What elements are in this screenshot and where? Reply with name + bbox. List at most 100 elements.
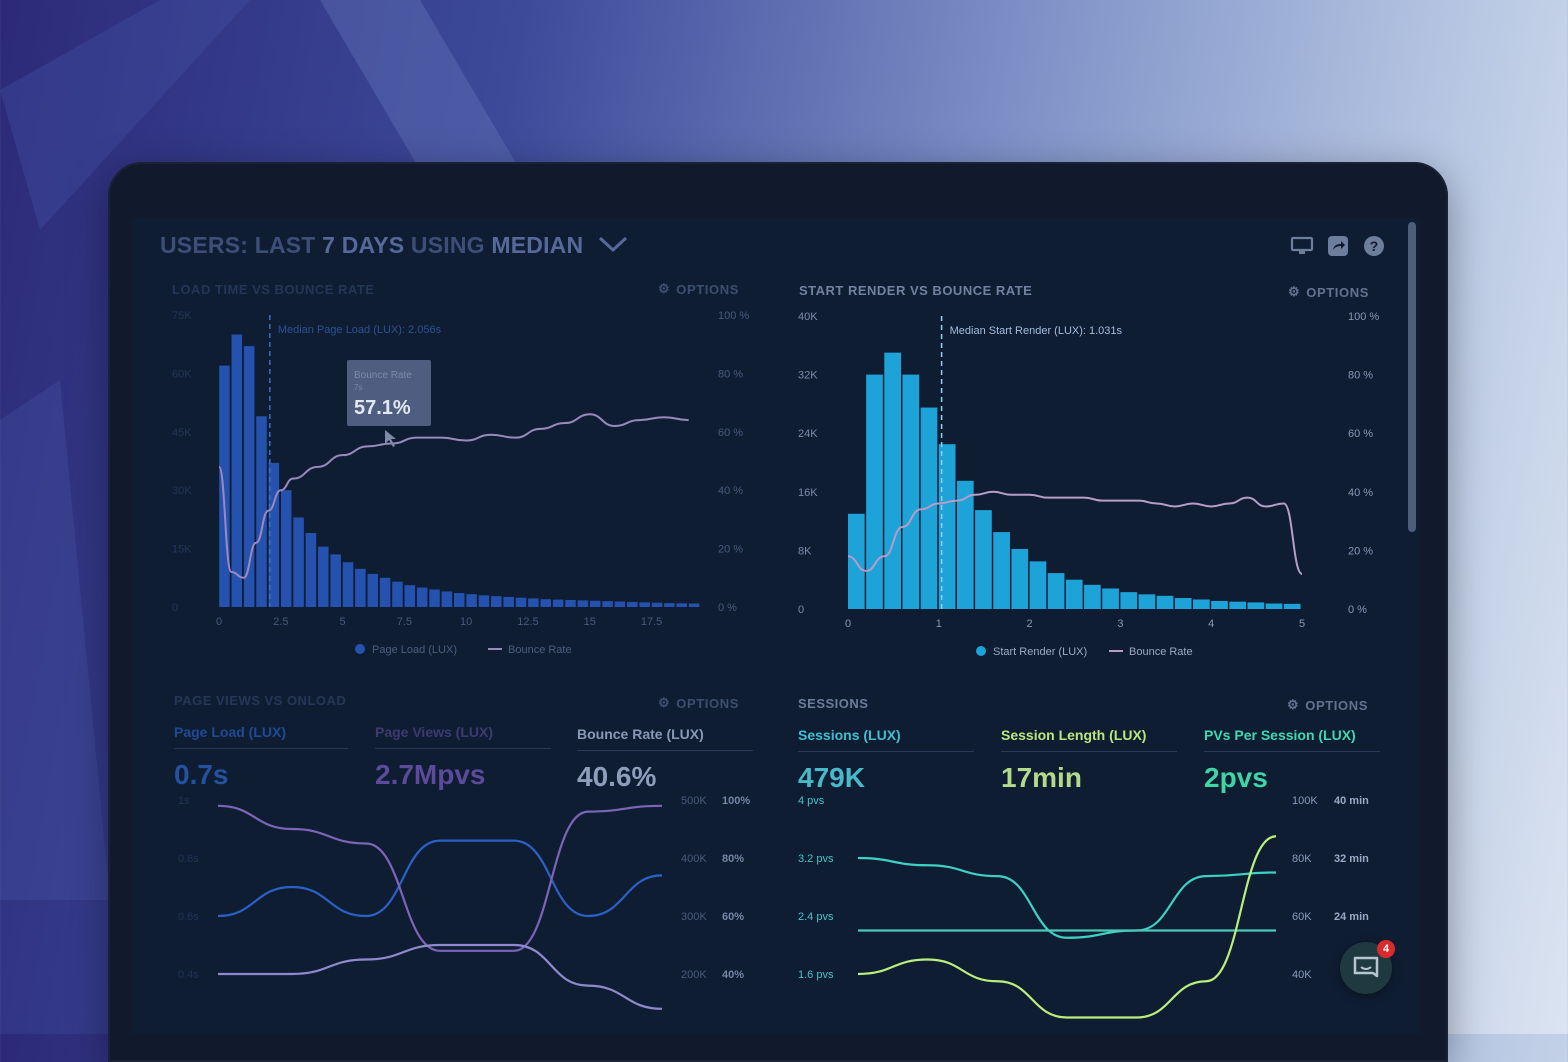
y2-axis-tick-label: 40K (1292, 969, 1312, 981)
bar (318, 546, 329, 607)
bar (676, 603, 687, 607)
y2-axis-tick-label: 400K (681, 853, 707, 865)
y2-axis-tick-label: 500K (681, 795, 707, 807)
help-icon[interactable]: ? (1362, 234, 1386, 258)
metric-sessions[interactable]: Sessions (LUX) 479K (798, 727, 974, 794)
y-axis-tick-label: 3.2 pvs (798, 853, 834, 865)
y-axis-tick-label: 4 pvs (798, 795, 825, 807)
bar (454, 592, 465, 607)
bar (478, 595, 490, 607)
series-line (857, 835, 1277, 1019)
series-line (857, 856, 1277, 939)
metric-session-length[interactable]: Session Length (LUX) 17min (1001, 727, 1177, 794)
options-button-page-views[interactable]: ⚙ OPTIONS (658, 695, 739, 711)
tooltip-value: 57.1% (354, 397, 411, 419)
median-label: Median Page Load (LUX): 2.056s (278, 324, 442, 336)
bar (466, 594, 477, 607)
metric-bounce-rate[interactable]: Bounce Rate (LUX) 40.6% (577, 726, 753, 793)
bar (1229, 601, 1247, 609)
y-axis-tick-label: 75K (172, 310, 192, 322)
bar (429, 589, 440, 607)
x-axis-tick-label: 3 (1117, 618, 1123, 630)
y3-axis-tick-label: 100% (722, 795, 750, 807)
y-axis-tick-label: 2.4 pvs (798, 911, 834, 923)
metric-label: Page Views (LUX) (375, 724, 551, 749)
bar (1138, 594, 1156, 609)
y2-axis-tick-label: 60 % (718, 427, 743, 439)
options-button-sessions[interactable]: ⚙ OPTIONS (1287, 697, 1368, 713)
x-axis-tick-label: 4 (1208, 618, 1214, 630)
x-axis-tick-label: 17.5 (641, 616, 662, 628)
bar (491, 596, 502, 607)
x-axis-tick-label: 2.5 (273, 616, 288, 628)
y2-axis-tick-label: 80 % (718, 368, 743, 380)
bounce-rate-line (218, 413, 689, 579)
bar (651, 602, 663, 607)
y3-axis-tick-label: 60% (722, 911, 744, 923)
options-button-start-render[interactable]: ⚙ OPTIONS (1288, 284, 1369, 300)
bar (219, 365, 230, 607)
bar (305, 533, 317, 607)
chevron-down-icon[interactable] (598, 234, 628, 256)
panel-title-load-time: LOAD TIME VS BOUNCE RATE (172, 282, 375, 297)
y2-axis-tick-label: 40 % (718, 485, 743, 497)
options-button-load-time[interactable]: ⚙ OPTIONS (658, 281, 739, 297)
x-axis-tick-label: 0 (845, 618, 851, 630)
y-axis-tick-label: 0.8s (178, 853, 199, 865)
y2-axis-tick-label: 0 % (1348, 604, 1367, 616)
bar (1065, 579, 1083, 609)
bar (1047, 573, 1065, 609)
y-axis-tick-label: 1.6 pvs (798, 969, 834, 981)
gear-icon: ⚙ (1288, 284, 1301, 299)
bar (565, 599, 576, 607)
tooltip-box (347, 360, 431, 426)
page-title: USERS: LAST 7 DAYS USING MEDIAN (160, 232, 583, 259)
bar (1265, 603, 1283, 609)
metric-label: Page Load (LUX) (174, 724, 348, 749)
metric-pvs-per-session[interactable]: PVs Per Session (LUX) 2pvs (1204, 727, 1380, 794)
monitor-icon[interactable] (1290, 234, 1314, 258)
legend-swatch (355, 644, 365, 654)
bar (614, 601, 626, 607)
bar (231, 334, 243, 607)
bar (1120, 592, 1138, 609)
y2-axis-tick-label: 100K (1292, 795, 1318, 807)
x-axis-tick-label: 15 (584, 616, 596, 628)
y2-axis-tick-label: 100 % (1348, 311, 1379, 323)
bar (902, 374, 920, 609)
y2-axis-tick-label: 200K (681, 969, 707, 981)
svg-text:?: ? (1370, 238, 1379, 254)
y-axis-tick-label: 1s (178, 795, 190, 807)
bar (1011, 548, 1029, 609)
bar (688, 603, 700, 607)
options-label: OPTIONS (676, 281, 739, 297)
title-median: MEDIAN (491, 232, 584, 258)
median-label: Median Start Render (LUX): 1.031s (950, 325, 1123, 337)
metric-label: Session Length (LUX) (1001, 727, 1177, 752)
y2-axis-tick-label: 60K (1292, 911, 1312, 923)
series-line (217, 839, 663, 918)
title-using: USING (410, 232, 485, 258)
bar (330, 554, 341, 607)
share-icon[interactable] (1326, 234, 1350, 258)
bar (884, 352, 901, 609)
bar (392, 581, 403, 607)
series-line (218, 943, 663, 1010)
y2-axis-tick-label: 60 % (1348, 428, 1373, 440)
bar (540, 599, 552, 607)
y-axis-tick-label: 0 (798, 604, 804, 616)
metric-value: 40.6% (577, 761, 657, 792)
metric-page-views[interactable]: Page Views (LUX) 2.7Mpvs (375, 724, 551, 791)
options-label: OPTIONS (1305, 697, 1368, 713)
metric-page-load[interactable]: Page Load (LUX) 0.7s (174, 724, 348, 791)
x-axis-tick-label: 12.5 (517, 616, 538, 628)
scrollbar[interactable] (1408, 222, 1416, 532)
y-axis-tick-label: 30K (172, 485, 192, 497)
y-axis-tick-label: 40K (798, 311, 818, 323)
y3-axis-tick-label: 24 min (1334, 911, 1369, 923)
sessions-chart: 4 pvs 3.2 pvs 2.4 pvs 1.6 pvs 100K 80K 60K 40K 4… (798, 795, 1369, 1019)
legend-item: Start Render (LUX) (993, 646, 1087, 658)
bar (975, 510, 992, 609)
panel-title-page-views: PAGE VIEWS VS ONLOAD (174, 693, 347, 708)
y-axis-tick-label: 16K (798, 487, 818, 499)
